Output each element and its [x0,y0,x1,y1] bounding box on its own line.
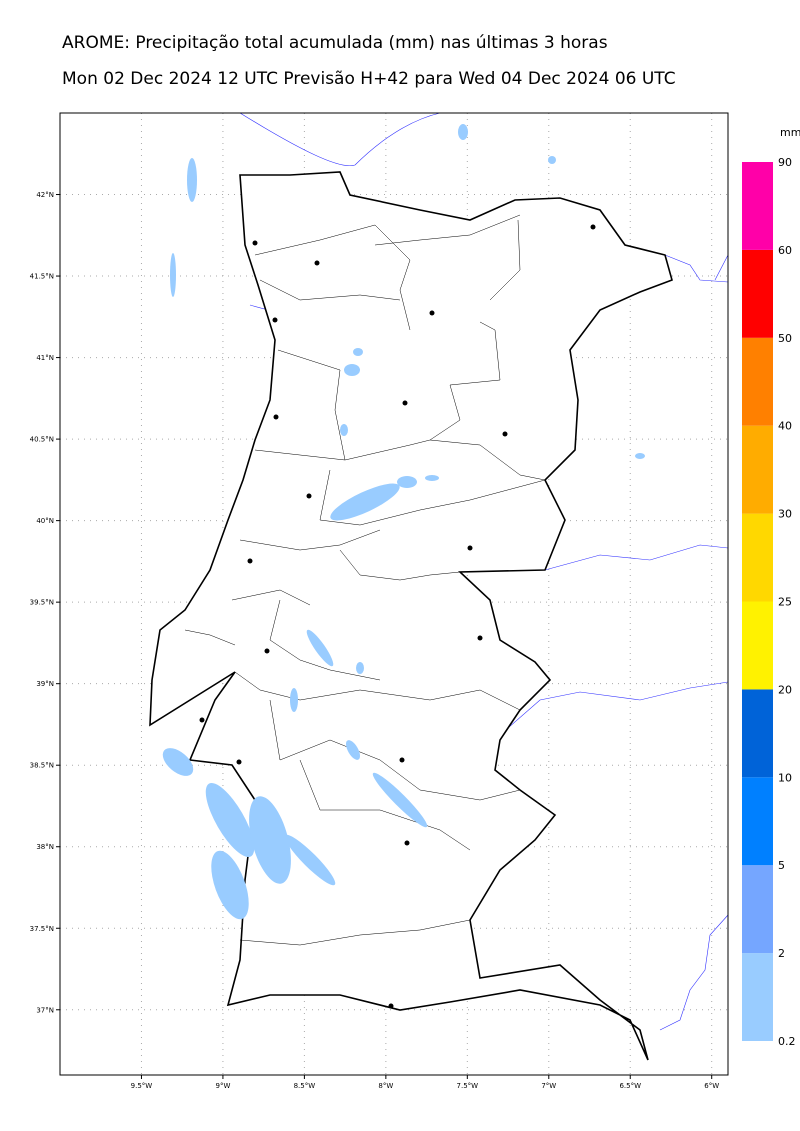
y-tick-label: 40.5°N [30,436,54,444]
colorbar-label: 20 [778,683,792,696]
y-tick-label: 41.5°N [30,273,54,281]
river [664,254,729,283]
river [659,914,729,1031]
precipitation [162,124,645,920]
colorbar-bin [742,777,773,866]
colorbar-unit: mm [780,126,800,139]
district-borders [184,214,546,946]
y-tick-label: 42°N [36,191,54,199]
map-features [149,112,729,1061]
x-tick-label: 7°W [541,1082,556,1090]
colorbar-label: 30 [778,508,792,521]
y-tick-label: 38°N [36,843,54,851]
portugal [149,171,673,1061]
colorbar-label: 5 [778,859,785,872]
y-tick-label: 37.5°N [30,925,54,933]
title: AROME: Precipitação total acumulada (mm)… [62,33,608,53]
colorbar-label: 40 [778,420,792,433]
colorbar-label: 25 [778,596,792,609]
y-tick-label: 39°N [36,680,54,688]
y-tick-label: 39.5°N [30,599,54,607]
x-tick-label: 6°W [704,1082,719,1090]
map-frame [59,112,729,1076]
colorbar-bin [742,601,773,690]
x-tick-label: 7.5°W [457,1082,479,1090]
colorbar-label: 90 [778,156,792,169]
colorbar-label: 2 [778,947,785,960]
border [239,112,441,167]
colorbar-bin [742,425,773,514]
cities [199,224,596,1009]
colorbar-label: 10 [778,771,792,784]
x-tick-label: 9.5°W [131,1082,153,1090]
x-tick-label: 8°W [378,1082,393,1090]
y-tick-label: 38.5°N [30,762,54,770]
subtitle: Mon 02 Dec 2024 12 UTC Previsão H+42 par… [62,69,676,89]
x-tick-label: 8.5°W [294,1082,316,1090]
y-tick-label: 37°N [36,1006,54,1014]
colorbar-label: 0.2 [778,1035,796,1048]
colorbar-bin [742,337,773,426]
y-tick-label: 40°N [36,517,54,525]
x-tick-label: 6.5°W [619,1082,641,1090]
colorbar-bin [742,162,773,250]
colorbar-bin [742,689,773,778]
colorbar-bin [742,513,773,602]
y-tick-label: 41°N [36,354,54,362]
colorbar-label: 50 [778,332,792,345]
x-tick-label: 9°W [215,1082,230,1090]
colorbar-bin [742,865,773,954]
river [499,544,729,736]
colorbar-label: 60 [778,244,792,257]
colorbar-bin [742,953,773,1041]
colorbar-bin [742,249,773,338]
